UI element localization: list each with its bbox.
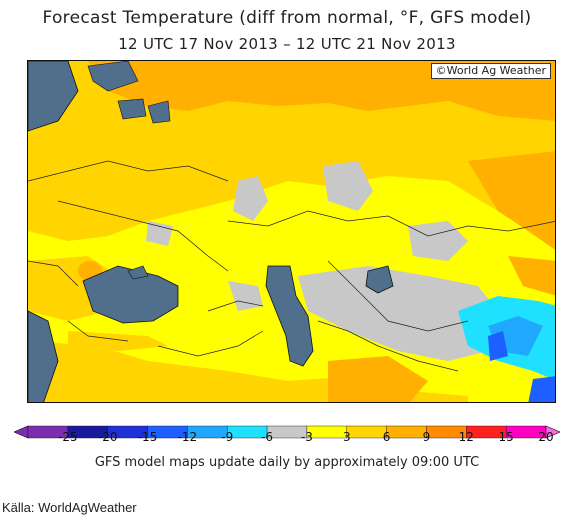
map-credit: ©World Ag Weather — [430, 63, 551, 79]
update-footnote: GFS model maps update daily by approxima… — [94, 455, 480, 470]
scale-tick-label: -3 — [300, 430, 313, 444]
hot-spot-iran — [328, 356, 428, 402]
scale-tick-label: 20 — [538, 430, 554, 444]
lake-onega — [147, 100, 171, 124]
country-borders — [28, 160, 555, 372]
near-normal-region-2 — [323, 161, 373, 211]
cold-anomaly-spot-2 — [528, 376, 555, 402]
scale-low-arrow — [14, 425, 29, 439]
warmer-anomaly-region-east — [468, 151, 555, 250]
near-normal-region-4 — [408, 221, 468, 261]
lake-ladoga — [117, 98, 147, 120]
map-title: Forecast Temperature (diff from normal, … — [42, 8, 532, 28]
scale-tick-label: -20 — [97, 430, 118, 444]
baltic-sea — [28, 61, 79, 132]
scale-tick-label: -15 — [137, 430, 158, 444]
scale-tick-label: 3 — [342, 430, 351, 444]
turkey-land — [68, 331, 168, 351]
cold-anomaly-spot-1 — [488, 331, 508, 361]
aral-sea — [365, 265, 394, 294]
color-scale-bar — [14, 425, 560, 439]
scale-tick-label: 6 — [382, 430, 391, 444]
scale-high-arrow — [545, 425, 560, 439]
scale-tick-label: -25 — [58, 430, 78, 444]
scale-tick-label: -9 — [221, 430, 234, 444]
scale-tick-label: -6 — [261, 430, 274, 444]
map-canvas — [28, 61, 555, 402]
scale-segment — [346, 425, 387, 439]
map-subtitle: 12 UTC 17 Nov 2013 – 12 UTC 21 Nov 2013 — [118, 35, 456, 53]
scale-segment — [386, 425, 427, 439]
near-normal-region-1 — [233, 176, 268, 221]
gulf-of-finland — [87, 61, 139, 92]
scale-tick-label: 12 — [458, 430, 474, 444]
source-caption: Källa: WorldAgWeather — [2, 500, 137, 515]
scale-tick-label: 9 — [422, 430, 431, 444]
near-normal-region-caucasus — [228, 281, 263, 311]
scale-tick-label: 15 — [498, 430, 514, 444]
sea-of-azov — [127, 265, 149, 280]
caspian-sea — [265, 265, 314, 367]
warmer-anomaly-patch — [508, 256, 555, 296]
black-sea — [82, 265, 179, 324]
near-normal-region-3 — [146, 221, 173, 246]
forecast-map: ©World Ag Weather — [27, 60, 556, 403]
near-normal-region-central-asia — [298, 266, 498, 361]
scale-tick-label: -12 — [177, 430, 198, 444]
aegean-sea — [28, 310, 59, 402]
